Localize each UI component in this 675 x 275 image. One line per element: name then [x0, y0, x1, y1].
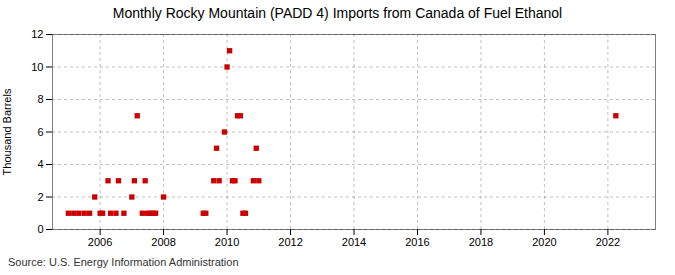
svg-text:2016: 2016 [405, 236, 429, 248]
html-text:Source: U.S. Energy Informatio: Source: U.S. Energy Information Administ… [8, 256, 239, 268]
svg-text:6: 6 [37, 126, 43, 138]
svg-text:0: 0 [37, 223, 43, 235]
svg-text:10: 10 [31, 61, 43, 73]
html-text:Monthly Rocky Mountain (PADD 4: Monthly Rocky Mountain (PADD 4) Imports … [112, 5, 563, 21]
svg-text:2008: 2008 [151, 236, 175, 248]
svg-text:2018: 2018 [469, 236, 493, 248]
svg-text:2020: 2020 [532, 236, 556, 248]
svg-text:2006: 2006 [88, 236, 112, 248]
svg-text:2014: 2014 [342, 236, 366, 248]
svg-text:2022: 2022 [596, 236, 620, 248]
svg-text:2010: 2010 [215, 236, 239, 248]
svg-text:Thousand Barrels: Thousand Barrels [1, 88, 13, 175]
svg-text:8: 8 [37, 93, 43, 105]
svg-text:4: 4 [37, 158, 43, 170]
svg-text:2: 2 [37, 191, 43, 203]
svg-text:12: 12 [31, 28, 43, 40]
svg-text:2012: 2012 [278, 236, 302, 248]
